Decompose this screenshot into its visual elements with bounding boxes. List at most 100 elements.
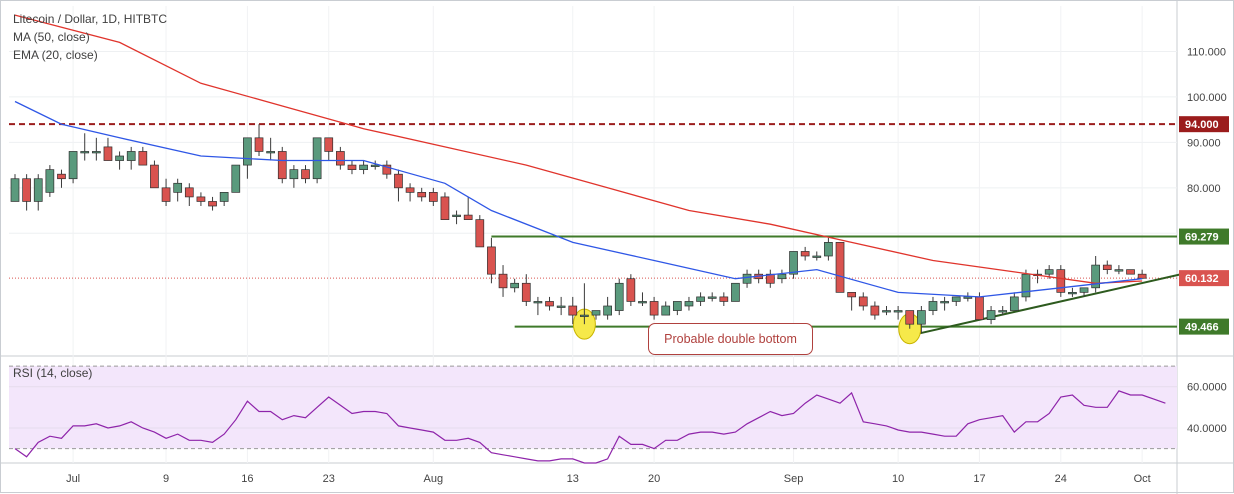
candle-down (975, 296, 984, 320)
candle-up (742, 273, 752, 284)
price-tag (1179, 318, 1229, 335)
candle-down (858, 296, 868, 307)
candle-down (1137, 273, 1147, 279)
candle-up (80, 151, 90, 154)
candle-down (417, 192, 427, 198)
candle-down (138, 151, 148, 166)
ema20-legend: EMA (20, close) (13, 48, 98, 62)
time-tick-label: 23 (323, 473, 335, 485)
candle-down (428, 192, 438, 202)
candle-down (626, 278, 636, 302)
time-tick-label: 13 (567, 473, 579, 485)
double-bottom-annotation: Probable double bottom (648, 323, 813, 355)
candle-up (556, 305, 566, 308)
price-tick-label: 100.000 (1187, 92, 1227, 104)
price-tag-label: 60.132 (1185, 273, 1219, 285)
candle-down (870, 305, 880, 316)
candle-down (405, 187, 415, 193)
candle-down (336, 151, 345, 166)
candle-down (649, 301, 659, 316)
candle-up (312, 137, 322, 180)
time-tick-label: 16 (241, 473, 253, 485)
candle-down (184, 187, 194, 198)
candle-down (475, 219, 485, 248)
candle-down (545, 301, 554, 307)
candle-up (91, 151, 101, 154)
candle-up (731, 282, 740, 302)
candle-down (1056, 269, 1066, 293)
price-tick-label: 110.000 (1187, 46, 1226, 58)
candle-up (243, 137, 252, 166)
candle-up (1044, 269, 1054, 275)
candle-up (1079, 287, 1089, 293)
price-tick-label: 90.000 (1187, 137, 1221, 149)
price-tag (1179, 228, 1229, 245)
candle-up (893, 310, 903, 313)
time-tick-label: Sep (784, 473, 804, 485)
time-tick-label: 17 (973, 473, 985, 485)
candle-down (208, 201, 217, 207)
price-tag (1179, 116, 1229, 133)
candle-down (161, 187, 171, 202)
candle-up (812, 255, 822, 258)
candle-up (1021, 273, 1031, 298)
candle-up (1114, 269, 1124, 272)
candle-up (289, 169, 299, 180)
candle-down (150, 164, 159, 189)
ma50-legend: MA (50, close) (13, 30, 90, 44)
ema20-line (14, 100, 1143, 298)
rsi-tick-label: 60.0000 (1187, 382, 1227, 394)
candle-down (498, 273, 508, 289)
candle-down (905, 310, 915, 325)
line-layer (14, 14, 1166, 464)
price-tag (1179, 270, 1229, 287)
candle-down (521, 282, 531, 302)
candle-up (266, 151, 275, 154)
candle-down (22, 178, 31, 202)
support-trendline (909, 272, 1186, 337)
price-tag-label: 49.466 (1185, 322, 1219, 334)
candle-up (707, 296, 717, 299)
candle-down (440, 196, 450, 220)
candle-down (301, 169, 310, 180)
candle-up (68, 151, 78, 180)
candle-down (568, 305, 578, 316)
candle-down (463, 214, 473, 220)
candle-up (882, 310, 891, 313)
candle-down (394, 173, 403, 189)
candle-up (824, 242, 833, 257)
candle-up (370, 164, 380, 167)
candle-up (672, 301, 682, 311)
candle-up (777, 273, 787, 280)
price-tag-label: 94.000 (1185, 119, 1219, 131)
rsi-band (9, 366, 1177, 449)
candle-up (684, 301, 694, 307)
candle-up (359, 164, 368, 170)
candle-up (951, 296, 961, 302)
time-tick-label: 24 (1055, 473, 1067, 485)
candle-up (173, 182, 183, 193)
time-tick-label: Aug (424, 473, 444, 485)
candle-up (928, 301, 938, 311)
time-tick-label: 9 (163, 473, 169, 485)
time-tick-label: Oct (1134, 473, 1151, 485)
candle-down (1102, 264, 1112, 270)
time-tick-label: Jul (66, 473, 80, 485)
candle-down (835, 242, 845, 293)
candle-down (347, 164, 357, 170)
candle-up (33, 178, 43, 202)
ma50-line (14, 14, 1143, 284)
candle-up (1068, 292, 1077, 295)
rsi-legend: RSI (14, close) (13, 366, 93, 380)
time-tick-label: 20 (648, 473, 660, 485)
candle-up (986, 310, 996, 320)
candle-up (940, 301, 949, 304)
candle-up (510, 282, 520, 289)
candle-up (696, 296, 705, 302)
chart-title: Litecoin / Dollar, 1D, HITBTC (13, 12, 168, 26)
price-tag-label: 69.279 (1185, 232, 1219, 244)
candle-up (533, 301, 543, 304)
candle-up (998, 310, 1008, 313)
candle-up (1091, 264, 1101, 289)
